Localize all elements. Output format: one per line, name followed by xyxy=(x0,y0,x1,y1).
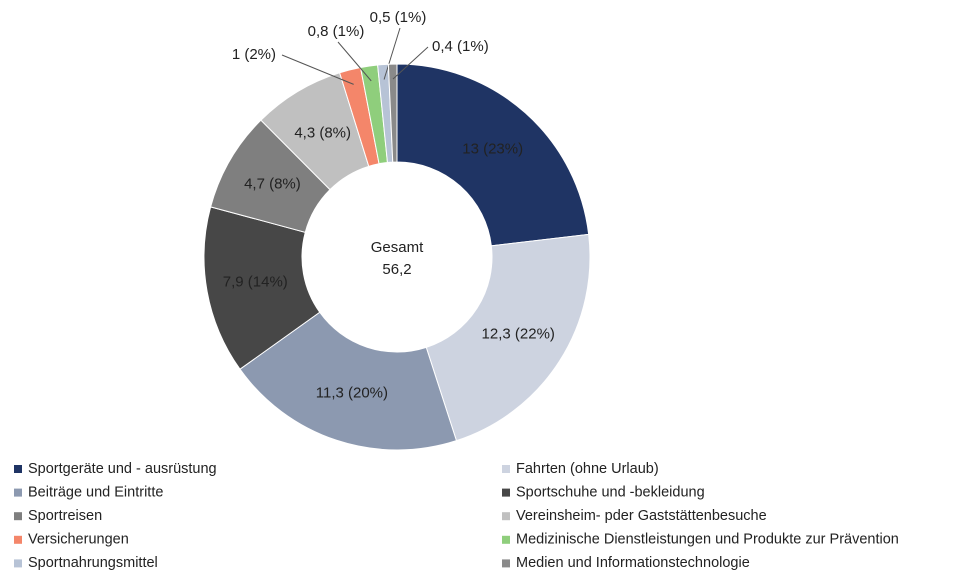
data-label: 0,8 (1%) xyxy=(308,23,365,40)
legend-swatch xyxy=(502,512,510,521)
legend-label: Medizinische Dienstleistungen und Produk… xyxy=(516,532,899,548)
legend-swatch xyxy=(14,559,22,568)
legend-swatch xyxy=(14,488,22,497)
data-label: 13 (23%) xyxy=(462,140,523,157)
leader-line xyxy=(392,46,429,80)
data-label: 11,3 (20%) xyxy=(316,385,388,402)
data-label: 4,7 (8%) xyxy=(244,176,301,193)
legend-swatch xyxy=(502,535,510,544)
legend-label: Fahrten (ohne Urlaub) xyxy=(516,461,659,477)
data-label: 7,9 (14%) xyxy=(223,274,288,291)
legend-swatch xyxy=(502,559,510,568)
legend-label: Sportreisen xyxy=(28,508,102,524)
slice xyxy=(425,233,591,442)
slice xyxy=(387,63,398,163)
center-value: 56,2 xyxy=(382,261,411,278)
legend-swatch xyxy=(14,465,22,473)
data-label: 0,4 (1%) xyxy=(432,38,489,55)
center-label: Gesamt xyxy=(371,239,424,256)
data-label: 12,3 (22%) xyxy=(482,326,555,343)
data-label: 4,3 (8%) xyxy=(294,125,351,142)
leader-line xyxy=(337,41,372,82)
legend-swatch xyxy=(502,488,510,497)
legend-label: Sportgeräte und - ausrüstung xyxy=(28,461,217,477)
legend-label: Sportnahrungsmittel xyxy=(28,555,158,571)
legend-swatch xyxy=(14,512,22,521)
legend-label: Beiträge und Eintritte xyxy=(28,484,163,500)
leader-line xyxy=(383,27,401,80)
legend-swatch xyxy=(14,535,22,544)
leader-line xyxy=(281,54,354,85)
legend-label: Versicherungen xyxy=(28,532,129,548)
data-label: 0,5 (1%) xyxy=(370,9,427,26)
legend-label: Sportschuhe und -bekleidung xyxy=(516,484,705,500)
slice xyxy=(239,311,458,451)
legend-swatch xyxy=(502,465,510,473)
slice xyxy=(396,63,590,247)
legend-label: Medien und Informationstechnologie xyxy=(516,555,750,571)
legend-label: Vereinsheim- pder Gaststättenbesuche xyxy=(516,508,767,524)
data-label: 1 (2%) xyxy=(232,46,276,63)
